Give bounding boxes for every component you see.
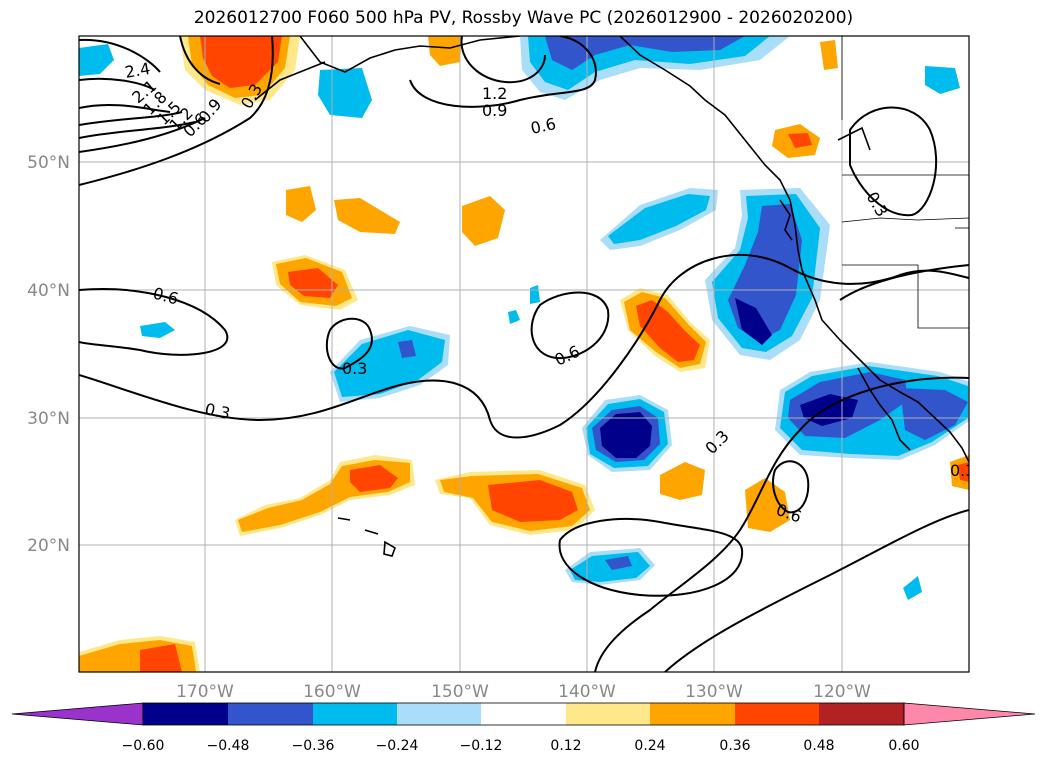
positive-anomaly (488, 480, 578, 522)
colorbar-ticks: −0.60 −0.48 −0.36 −0.24 −0.12 0.12 0.24 … (122, 738, 920, 754)
positive-anomaly (958, 462, 969, 482)
positive-anomaly (334, 198, 400, 234)
colorbar-tick: −0.36 (292, 738, 335, 754)
map-panel: 2.4 2.1 1.8 1.5 0.6 0.3 1.2 0.9 0.6 0.6 … (79, 36, 975, 672)
colorbar-segment (735, 703, 819, 725)
colorbar-segment (903, 702, 1036, 726)
pv-shading (79, 36, 969, 672)
lat-label: 50°N (27, 153, 70, 173)
lon-label: 140°W (558, 682, 616, 702)
colorbar-tick: −0.60 (122, 738, 165, 754)
negative-anomaly (903, 576, 922, 600)
coastlines (254, 36, 969, 557)
colorbar-tick: 0.12 (550, 738, 581, 754)
lon-label: 160°W (303, 682, 361, 702)
lat-label: 20°N (27, 536, 70, 556)
figure-title: 2026012700 F060 500 hPa PV, Rossby Wave … (193, 8, 854, 28)
colorbar-tick: 0.48 (803, 738, 834, 754)
colorbar-segment (650, 703, 735, 725)
colorbar: −0.60 −0.48 −0.36 −0.24 −0.12 0.12 0.24 … (11, 702, 1036, 754)
positive-anomaly (820, 40, 838, 70)
positive-anomaly (745, 478, 790, 532)
positive-anomaly (660, 462, 705, 500)
colorbar-tick: 0.36 (719, 738, 750, 754)
lon-label: 150°W (431, 682, 489, 702)
colorbar-tick: −0.12 (460, 738, 503, 754)
colorbar-tick: 0.60 (888, 738, 919, 754)
negative-anomaly (735, 298, 772, 345)
positive-anomaly (140, 644, 182, 672)
negative-anomaly (608, 194, 710, 244)
negative-anomaly (334, 330, 445, 397)
lon-label: 120°W (813, 682, 871, 702)
colorbar-segment (481, 703, 566, 725)
colorbar-segment (566, 703, 650, 725)
colorbar-tick: −0.48 (207, 738, 250, 754)
positive-anomaly (462, 196, 505, 246)
negative-anomaly (925, 66, 960, 94)
negative-anomaly (398, 340, 416, 358)
lon-label: 130°W (685, 682, 743, 702)
negative-anomaly (605, 556, 632, 570)
contour-label: 0.6 (529, 114, 558, 138)
lat-label: 40°N (27, 281, 70, 301)
colorbar-tick: −0.24 (376, 738, 419, 754)
political-borders (841, 36, 969, 329)
longitude-labels: 170°W 160°W 150°W 140°W 130°W 120°W (176, 682, 871, 702)
negative-anomaly (545, 36, 745, 70)
positive-anomaly (350, 465, 398, 492)
positive-anomaly (428, 36, 462, 66)
colorbar-segment (228, 703, 313, 725)
gridlines (79, 36, 969, 672)
positive-anomaly (200, 36, 282, 88)
negative-anomaly (79, 44, 114, 76)
colorbar-segment (11, 702, 144, 726)
colorbar-segment (143, 703, 228, 725)
map-frame (78, 35, 970, 673)
lat-label: 30°N (27, 409, 70, 429)
contour-label: 0.3 (950, 461, 975, 480)
contour-label: 0.9 (482, 101, 507, 120)
positive-anomaly (286, 186, 316, 222)
contour-label: 2.4 (123, 59, 151, 82)
negative-anomaly (600, 412, 652, 458)
colorbar-segment (313, 703, 397, 725)
lon-label: 170°W (176, 682, 234, 702)
colorbar-segment (397, 703, 481, 725)
latitude-labels: 50°N 40°N 30°N 20°N (27, 153, 70, 556)
negative-anomaly (508, 310, 520, 324)
pv-contours (79, 36, 969, 672)
colorbar-tick: 0.24 (634, 738, 665, 754)
colorbar-segment (819, 703, 904, 725)
contour-label: 0.3 (203, 399, 232, 423)
negative-anomaly (140, 322, 175, 338)
contour-label: 0.3 (342, 359, 367, 378)
contour-label: 1.2 (482, 84, 507, 103)
positive-anomaly (788, 133, 812, 148)
